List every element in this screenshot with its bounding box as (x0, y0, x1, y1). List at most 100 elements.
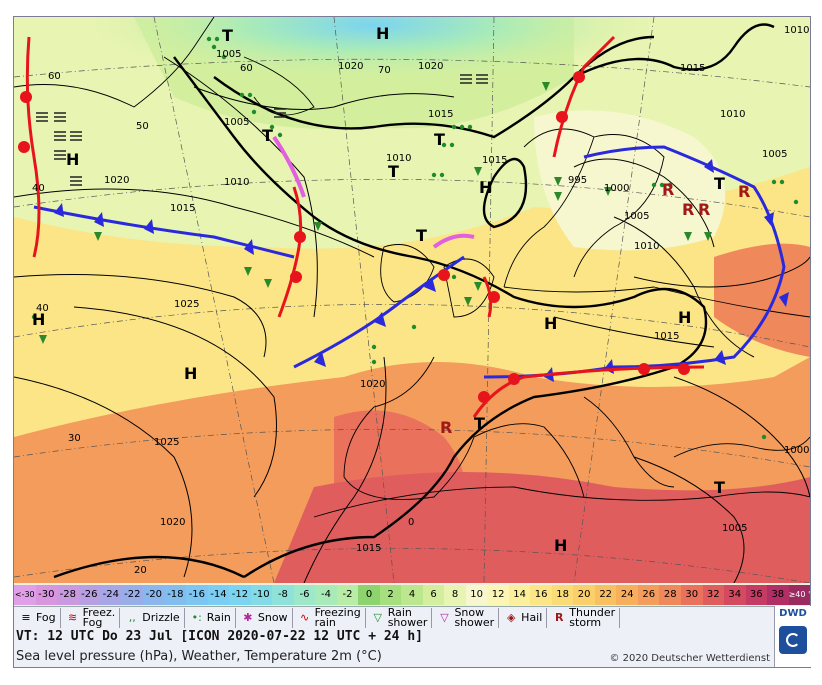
scale-cell: 32 (702, 585, 725, 605)
pressure-centers: H H H H H H H H T T T T T T T T (32, 24, 725, 555)
scale-cell: 26 (637, 585, 660, 605)
scale-cell: -4 (315, 585, 337, 605)
scale-cell: -18 (164, 585, 187, 605)
low-center-spain: T (474, 414, 485, 433)
shower-symbols (39, 82, 712, 344)
scale-cell: 14 (508, 585, 531, 605)
weather-map: RR RRR H H H H H H H H T T T T T T T T 10… (14, 17, 810, 583)
legend-fog: ≡ Fog (14, 608, 61, 628)
scale-cell: 18 (551, 585, 574, 605)
east-warm (714, 243, 810, 357)
isobar-label: 1005 (216, 49, 241, 60)
copyright: © 2020 Deutscher Wetterdienst (609, 653, 770, 664)
isobar-label: 1025 (154, 437, 179, 448)
isobar-label: 1010 (386, 153, 411, 164)
lat-label: 40 (36, 303, 49, 314)
isobar-label: 1010 (784, 25, 809, 36)
scale-cell: -8 (272, 585, 294, 605)
warm-fronts (18, 35, 705, 418)
legend-freezing-fog: ≋ Freez. Fog (61, 607, 121, 628)
scale-cell: -16 (186, 585, 208, 605)
isobar-label: 1015 (654, 331, 679, 342)
svg-text:R: R (662, 180, 674, 199)
legend-snow: ✱ Snow (236, 608, 293, 628)
isobar-label: 1020 (338, 61, 363, 72)
isobar-label: 1015 (428, 109, 453, 120)
lat-label: 60 (240, 63, 253, 74)
low-center-iceland: T (262, 126, 273, 145)
low-center-north-sea: T (434, 130, 445, 149)
isobars-1015 (53, 23, 775, 579)
scale-cell: 28 (659, 585, 681, 605)
weather-legend: ≡ Fog ≋ Freez. Fog ,, Drizzle •: Rain ✱ Snow … (14, 606, 774, 629)
drizzle-icon: ,, (128, 611, 136, 624)
isobar-label: 1005 (624, 211, 649, 222)
isobar-label: 1005 (762, 149, 787, 160)
occluded-front (272, 135, 306, 198)
isobar-label: 1015 (680, 63, 705, 74)
svg-text:R: R (682, 200, 694, 219)
isobar-label: 1010 (224, 177, 249, 188)
isobar-label: 1020 (160, 517, 185, 528)
temperature-scale: <-30 -30 -28 -26 -24 -22 -20 -18 -16 -14 -12 -10 -8-… (14, 585, 811, 605)
rain-symbols (31, 36, 799, 440)
lat-label: 20 (134, 565, 147, 576)
scale-cell: -14 (207, 585, 230, 605)
scale-cell: 34 (724, 585, 746, 605)
coastlines (14, 17, 810, 518)
isobar-label: 1015 (170, 203, 195, 214)
scale-cell: -2 (336, 585, 359, 605)
isobars (14, 56, 810, 583)
latitude-labels: 60 50 40 40 30 20 0 70 60 (32, 63, 414, 576)
scandinavia-zone (534, 110, 726, 251)
scale-cell: -22 (121, 585, 144, 605)
scale-cell: 20 (573, 585, 595, 605)
lat-label: 0 (408, 517, 414, 528)
high-center-azores-west: H (32, 310, 45, 329)
isobar-labels: 1005 1020 1020 1015 1010 1015 1020 1005 … (104, 25, 809, 554)
lat-label: 60 (48, 71, 61, 82)
scale-cell: 22 (594, 585, 617, 605)
scale-cell: -30 (35, 585, 58, 605)
scale-cell: 2 (379, 585, 402, 605)
scale-cell-high: ≥40 °C (788, 585, 811, 605)
dwd-logo: DWD (774, 606, 811, 667)
isobar-label: 1020 (418, 61, 443, 72)
chart-info: VT: 12 UTC Do 23 Jul [ICON 2020-07-22 12… (14, 629, 774, 667)
isobar-label: 1020 (360, 379, 385, 390)
freezing-fog-icon: ≋ (68, 611, 78, 624)
lat-label: 50 (136, 121, 149, 132)
scale-cell: 4 (401, 585, 423, 605)
legend-snow-shower: ▽ Snow shower (432, 607, 500, 628)
svg-text:R: R (698, 200, 710, 219)
scale-cell: 8 (444, 585, 466, 605)
isobar-label: 1005 (722, 523, 747, 534)
isobar-label: 1025 (174, 299, 199, 310)
high-center-atlantic-north: H (66, 150, 79, 169)
isobar-label: 1000 (604, 183, 629, 194)
scale-cell: -12 (229, 585, 251, 605)
graticule (14, 17, 810, 583)
scale-cell: -24 (100, 585, 122, 605)
scale-cell: -26 (78, 585, 101, 605)
freezing-rain-icon: ∿ (299, 611, 310, 624)
isobar-label: 1000 (784, 445, 809, 456)
rain-shower-icon: ▽ (373, 611, 382, 624)
isobar-label: 1010 (720, 109, 745, 120)
scale-cell: -6 (293, 585, 316, 605)
scale-cell-low: <-30 (14, 585, 36, 605)
scale-cell: 24 (616, 585, 638, 605)
high-center-east-europe: H (678, 308, 691, 327)
isobar-label: 1020 (104, 175, 129, 186)
snow-icon: ✱ (243, 611, 253, 624)
svg-text:R: R (738, 182, 750, 201)
legend-hail: ◈ Hail (499, 608, 548, 628)
scale-cell: 38 (767, 585, 789, 605)
high-center-greenland: H (376, 24, 389, 43)
scale-cell: 36 (745, 585, 768, 605)
high-center-azores: H (184, 364, 197, 383)
fog-symbols (36, 74, 488, 186)
thunderstorm-icon: R (555, 611, 564, 624)
scale-cell: -10 (250, 585, 273, 605)
